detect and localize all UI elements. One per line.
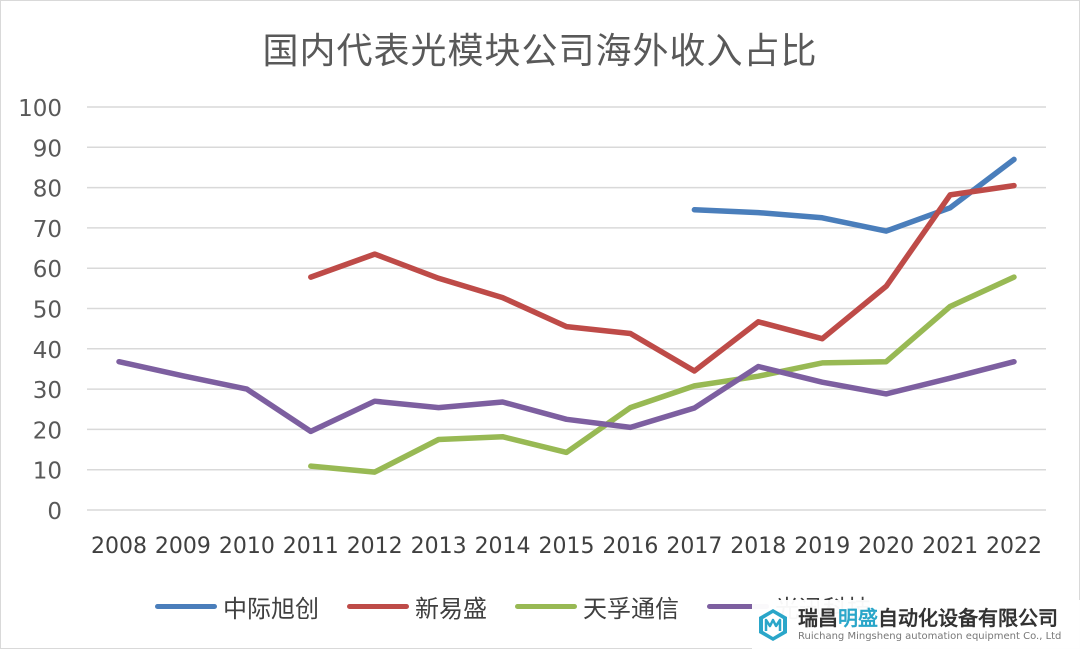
watermark-cn-highlight: 明盛 xyxy=(838,606,878,630)
watermark-company-name: 瑞昌明盛自动化设备有限公司 xyxy=(798,606,1061,630)
y-tick-label: 10 xyxy=(33,459,62,485)
y-tick-label: 80 xyxy=(33,177,62,203)
y-tick-label: 30 xyxy=(33,378,62,404)
series-line xyxy=(116,358,1017,435)
legend-item: 中际旭创 xyxy=(155,589,319,624)
x-tick-label: 2011 xyxy=(283,534,339,559)
watermark-cn-prefix: 瑞昌 xyxy=(798,606,838,630)
x-tick-label: 2017 xyxy=(666,534,722,559)
y-tick-label: 90 xyxy=(33,136,62,162)
chart-title: 国内代表光模块公司海外收入占比 xyxy=(262,31,818,72)
legend-label: 天孚通信 xyxy=(583,594,679,623)
legend-swatch xyxy=(515,603,577,609)
y-tick-label: 100 xyxy=(18,96,62,122)
legend-label: 中际旭创 xyxy=(223,594,319,623)
x-tick-label: 2021 xyxy=(922,534,978,559)
x-tick-label: 2016 xyxy=(602,534,658,559)
legend-item: 天孚通信 xyxy=(515,589,679,624)
x-tick-label: 2009 xyxy=(155,534,211,559)
y-tick-label: 70 xyxy=(33,217,62,243)
x-tick-label: 2020 xyxy=(858,534,914,559)
watermark-company-name-en: Ruichang Mingsheng automation equipment … xyxy=(798,631,1062,642)
x-tick-label: 2013 xyxy=(411,534,467,559)
x-tick-label: 2018 xyxy=(730,534,786,559)
legend-item: 新易盛 xyxy=(347,589,487,624)
series-line xyxy=(308,182,1017,374)
x-tick-label: 2010 xyxy=(219,534,275,559)
x-tick-label: 2015 xyxy=(539,534,595,559)
series-line xyxy=(308,274,1017,475)
y-tick-label: 60 xyxy=(33,257,62,283)
x-tick-label: 2012 xyxy=(347,534,403,559)
watermark: 瑞昌明盛自动化设备有限公司 Ruichang Mingsheng automat… xyxy=(752,600,1080,649)
watermark-cn-suffix: 自动化设备有限公司 xyxy=(878,606,1058,630)
y-tick-label: 40 xyxy=(33,338,62,364)
legend-swatch xyxy=(347,603,409,609)
legend-label: 新易盛 xyxy=(415,594,487,623)
series-line xyxy=(691,156,1017,234)
x-tick-label: 2022 xyxy=(986,534,1042,559)
x-tick-label: 2014 xyxy=(475,534,531,559)
x-tick-label: 2019 xyxy=(794,534,850,559)
y-tick-label: 0 xyxy=(47,499,62,525)
x-tick-label: 2008 xyxy=(91,534,147,559)
legend-swatch xyxy=(155,603,217,609)
y-tick-label: 20 xyxy=(33,418,62,444)
company-logo-icon xyxy=(759,608,787,641)
y-tick-label: 50 xyxy=(33,298,62,324)
legend-swatch xyxy=(707,603,769,609)
